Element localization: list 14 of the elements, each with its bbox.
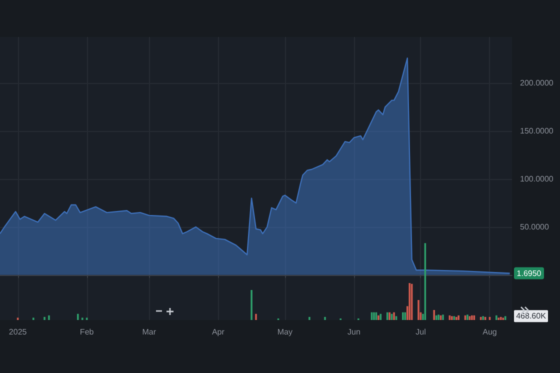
annotation: 468.60K bbox=[516, 312, 547, 321]
x-tick-label: 2025 bbox=[8, 328, 28, 336]
y-tick-label: 150.0000 bbox=[520, 126, 554, 136]
x-tick-label: Jul bbox=[416, 328, 426, 336]
x-tick-label: May bbox=[277, 328, 292, 336]
x-tick-label: Apr bbox=[212, 328, 225, 336]
x-tick-label: Mar bbox=[142, 328, 156, 336]
x-tick-label: Aug bbox=[482, 328, 497, 336]
x-tick-label: Feb bbox=[80, 328, 94, 336]
y-tick-label: 50.0000 bbox=[520, 222, 550, 232]
x-tick-label: Jun bbox=[347, 328, 360, 336]
y-tick-label: 200.0000 bbox=[520, 78, 554, 88]
y-tick-label: 100.0000 bbox=[520, 174, 554, 184]
annotation: 1.6950 bbox=[516, 268, 542, 278]
